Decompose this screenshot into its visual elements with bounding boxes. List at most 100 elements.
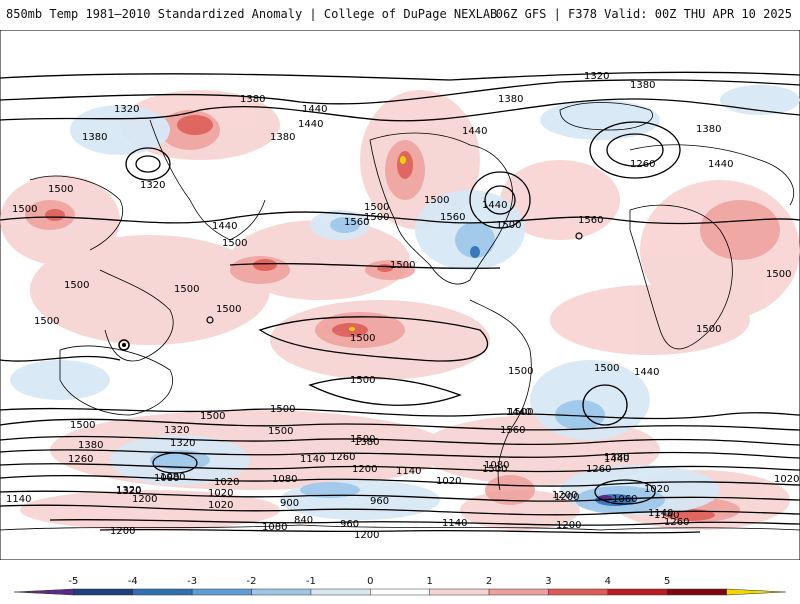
- contour-label: 1200: [552, 490, 577, 501]
- contour-label: 1020: [436, 476, 461, 487]
- contour-1380-south: [0, 435, 800, 446]
- contour-label: 1500: [70, 420, 95, 431]
- positive-anomaly-extreme: [349, 156, 406, 331]
- contour-label: 1500: [496, 220, 521, 231]
- center-marker: [575, 232, 583, 240]
- contour-label: 1440: [298, 119, 323, 130]
- contour-label: 1500: [390, 260, 415, 271]
- contour-label: 1560: [344, 217, 369, 228]
- contour-1200-south: [0, 474, 800, 487]
- contour-label: 960: [370, 496, 389, 507]
- contour-960-south: [99, 528, 701, 534]
- contour-label: 1200: [556, 520, 581, 531]
- colorbar-segment: [191, 588, 252, 596]
- center-marker-dot: [122, 343, 126, 347]
- map-panel: 1320 1380 1380 1320 1440 1440 1380 1380 …: [0, 30, 800, 560]
- contour-label: 1500: [216, 304, 241, 315]
- contour-label: 1260: [630, 159, 655, 170]
- contour-label: 1140: [648, 508, 673, 519]
- contour-label: 1500: [696, 324, 721, 335]
- map-canvas: 1320 1380 1380 1320 1440 1440 1380 1380 …: [0, 30, 800, 560]
- pressure-centers: [118, 232, 583, 351]
- height-contours: [0, 71, 800, 534]
- contour-label: 1560: [440, 212, 465, 223]
- contour-label: 1020: [208, 488, 233, 499]
- colorbar-tick-label: -3: [187, 576, 197, 587]
- contour-label: 1440: [634, 367, 659, 378]
- colorbar-tick-label: 2: [486, 576, 492, 587]
- contour-label: 1500: [200, 411, 225, 422]
- contour-label: 1200: [132, 494, 157, 505]
- contour-1500-pacific-ring: [258, 316, 489, 362]
- contour-label: 1080: [160, 472, 185, 483]
- colorbar-segment: [310, 588, 371, 596]
- contour-label: 960: [340, 519, 359, 530]
- contour-label: 1200: [352, 464, 377, 475]
- colorbar-segment: [548, 588, 609, 596]
- contour-label: 1560: [500, 425, 525, 436]
- contour-label: 1020: [774, 474, 799, 485]
- contour-low-namerica-inner: [484, 185, 516, 215]
- contour-label: 1500: [364, 212, 389, 223]
- colorbar-segment: [607, 588, 668, 596]
- contour-label: 1320: [140, 180, 165, 191]
- contour-label: 1500: [508, 366, 533, 377]
- contour-label: 1440: [302, 104, 327, 115]
- contour-label: 900: [280, 498, 299, 509]
- colorbar-segment: [666, 588, 727, 596]
- contour-label: 1200: [554, 492, 579, 503]
- contour-low-namerica: [469, 171, 531, 229]
- contour-low-atlantic-inner: [606, 133, 664, 167]
- contour-label: 1140: [300, 454, 325, 465]
- contour-1020-south: [49, 518, 800, 526]
- contour-label: 1500: [174, 284, 199, 295]
- contour-label: 1500: [64, 280, 89, 291]
- contour-label: 1500: [12, 204, 37, 215]
- north-america-coast: [369, 132, 513, 285]
- contour-low-south-indian: [594, 479, 656, 505]
- south-america-coast: [469, 299, 532, 491]
- colorbar-segment: [251, 588, 312, 596]
- contour-label: 1380: [604, 452, 629, 463]
- colorbar-tick-label: -4: [128, 576, 138, 587]
- contour-label: 1500: [350, 434, 375, 445]
- contour-label: 1500: [594, 363, 619, 374]
- colorbar-tick-label: 0: [367, 576, 373, 587]
- colorbar-segment: [488, 588, 549, 596]
- contour-label: 1440: [462, 126, 487, 137]
- contour-label: 1380: [240, 94, 265, 105]
- contour-label: 1500: [270, 404, 295, 415]
- contour-label: 1500: [364, 202, 389, 213]
- contour-label: 1380: [78, 440, 103, 451]
- contour-label: 1440: [604, 454, 629, 465]
- contour-1320-south: [0, 449, 800, 459]
- contour-label: 1500: [424, 195, 449, 206]
- contour-label: 1440: [708, 159, 733, 170]
- colorbar-segment: [132, 588, 193, 596]
- colorbar-segment: [13, 588, 74, 596]
- colorbar-tick-label: -5: [68, 576, 78, 587]
- contour-label: 1260: [586, 464, 611, 475]
- contour-label: 1380: [354, 437, 379, 448]
- colorbar-tick-label: 1: [427, 576, 433, 587]
- anomaly-shading: [0, 85, 800, 530]
- colorbar-tick-label: 4: [605, 576, 611, 587]
- contour-low-atlantic: [589, 121, 681, 179]
- contour-1500-equator: [229, 262, 501, 269]
- contour-label: 1380: [82, 132, 107, 143]
- contour-1500-south: [0, 407, 800, 420]
- contour-label: 1500: [48, 184, 73, 195]
- colorbar-segment: [726, 588, 787, 596]
- africa-coast: [629, 204, 733, 350]
- contour-label: 1500: [350, 375, 375, 386]
- contour-label: 1140: [6, 494, 31, 505]
- contour-label: 1020: [208, 500, 233, 511]
- map-title: 850mb Temp 1981–2010 Standardized Anomal…: [6, 7, 498, 21]
- contour-label: 1380: [630, 80, 655, 91]
- europe-coast: [629, 144, 795, 206]
- contour-label: 1140: [654, 510, 679, 521]
- contour-labels: 1320 1380 1380 1320 1440 1440 1380 1380 …: [6, 71, 799, 541]
- colorbar-tick-label: -1: [306, 576, 316, 587]
- center-marker: [118, 339, 130, 351]
- contour-label: 1020: [214, 477, 239, 488]
